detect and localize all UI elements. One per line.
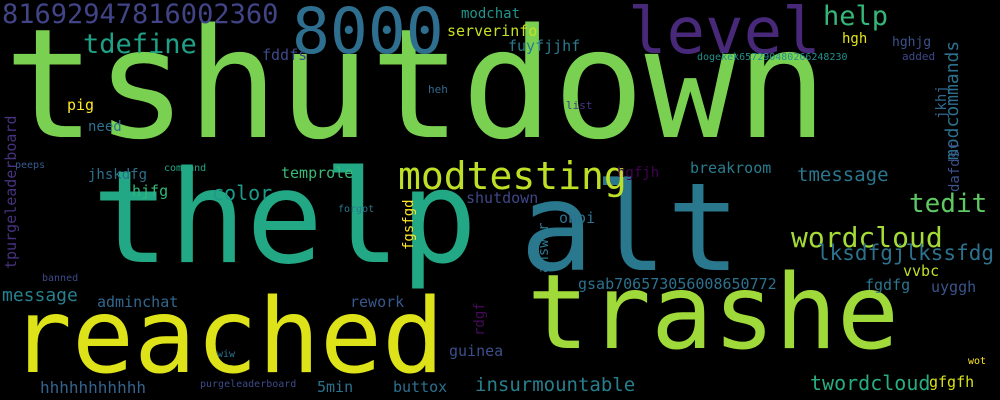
word-help: help [823, 1, 889, 32]
word-thelp: thelp [92, 144, 478, 293]
word-peeps: peeps [15, 160, 46, 171]
word-answer: answer [536, 222, 552, 273]
word-buttox: buttox [393, 378, 448, 396]
word-trashe: trashe [527, 253, 900, 373]
word-need: need [88, 119, 122, 135]
word-rework: rework [350, 293, 405, 311]
word-temprole: temprole [281, 164, 354, 182]
word-wordcloud: wordcloud [791, 221, 943, 254]
word-banned: banned [42, 273, 79, 284]
word-guinea: guinea [449, 342, 504, 360]
word-hhhh: hhhhhhhhhhh [40, 378, 146, 397]
word-reached: reached [10, 277, 445, 397]
word-lksdf: lksdfgjlkssfdg [817, 241, 995, 265]
word-pig: pig [67, 96, 95, 114]
word-jhskdfg: jhskdfg [88, 167, 148, 183]
word-hjfg: hjfg [132, 182, 169, 200]
word-fddfs: fddfs [262, 46, 308, 64]
word-shutdown: shutdown [466, 189, 539, 207]
word-wot: wot [968, 356, 987, 367]
word-fuyfjjhf: fuyfjjhf [508, 37, 581, 55]
word-fgdfg: fgdfg [865, 276, 911, 294]
word-wiw: wiw [217, 349, 236, 360]
word-hgfjh: hgfjh [617, 165, 660, 181]
word-oboi: oboi [559, 209, 596, 227]
word-tdefine: tdefine [83, 29, 197, 60]
word-tshutdown: tshutdown [4, 0, 828, 173]
word-num-8169: 81692947816002360 [2, 0, 279, 30]
word-5min: 5min [317, 378, 354, 396]
word-hgh: hgh [842, 31, 868, 47]
word-fgsfgd: fgsfgd [401, 199, 417, 250]
word-adminchat: adminchat [97, 293, 179, 311]
word-hghjg: hghjg [892, 35, 932, 50]
word-purgeleaderboard: purgeleaderboard [200, 379, 297, 390]
word-added: added [902, 50, 936, 63]
word-tedit: tedit [909, 189, 988, 219]
word-dafdsf: dafdsf [947, 141, 963, 192]
word-gfgfh: gfgfh [929, 373, 975, 391]
word-forgot: forgot [338, 204, 375, 215]
word-color: color [212, 181, 273, 205]
word-modchat: modchat [461, 6, 521, 22]
word-dogekek: dogekek657290480266248230 [697, 52, 848, 63]
word-command: command [164, 163, 207, 174]
word-gsab: gsab706573056008650772 [578, 275, 777, 293]
word-vvbc: vvbc [903, 262, 940, 280]
word-tpurge: tpurgeleaderboard [2, 115, 20, 269]
word-message: message [2, 285, 78, 306]
word-rdgf: rdgf [472, 302, 488, 336]
word-jkhj: jkhj [934, 85, 950, 119]
word-twordcloud: twordcloud [810, 371, 931, 395]
word-modtesting: modtesting [398, 154, 627, 198]
word-insurmountable: insurmountable [475, 374, 636, 396]
word-level: level [628, 0, 821, 69]
word-8000: 8000 [292, 0, 444, 68]
word-uygggh: uyggh [931, 278, 977, 296]
word-alt: alt [520, 157, 741, 299]
word-list: list [566, 99, 593, 112]
word-heh: heh [428, 83, 448, 96]
word-serverinfo: serverinfo [447, 22, 538, 40]
word-breakroom: breakroom [690, 159, 772, 177]
word-tmessage: tmessage [797, 164, 889, 186]
